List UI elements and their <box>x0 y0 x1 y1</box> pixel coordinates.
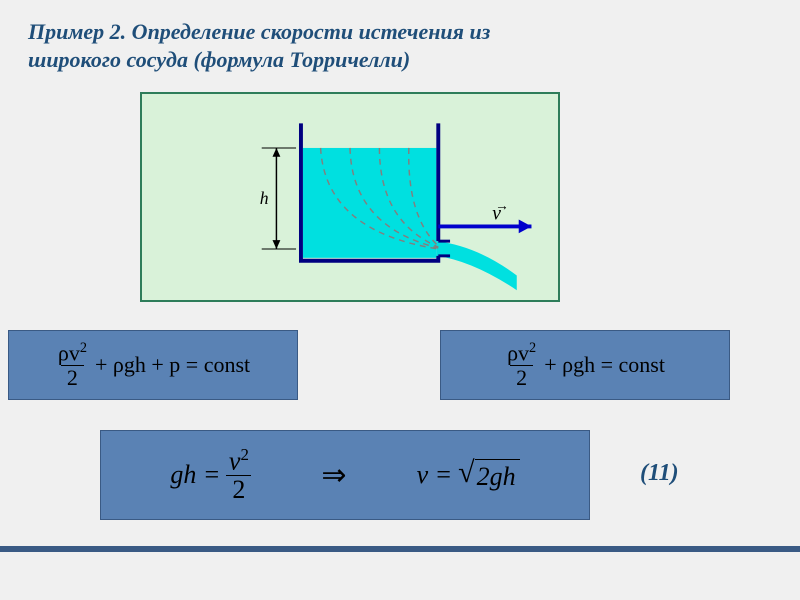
f3-num: v <box>229 447 241 476</box>
f2-rest: + ρgh = const <box>544 352 665 378</box>
f2-sup: 2 <box>529 340 536 356</box>
h-label: h <box>260 188 269 208</box>
f2-frac: ρv2 2 <box>505 341 538 389</box>
f3-sup: 2 <box>240 445 248 464</box>
sqrt-icon: √ 2gh <box>458 459 519 492</box>
implies-icon: ⇒ <box>321 458 346 493</box>
v-arrow-head <box>519 220 532 234</box>
f3-den: 2 <box>226 475 251 503</box>
f3-sqrt-body: 2gh <box>475 459 520 492</box>
vessel-diagram: h → v <box>140 92 560 302</box>
equation-number: (11) <box>640 460 679 487</box>
f2-den: 2 <box>510 365 533 389</box>
f3-lhs: gh = <box>170 460 220 490</box>
jet <box>436 241 516 290</box>
f1-sup: 2 <box>80 340 87 356</box>
f1-den: 2 <box>61 365 84 389</box>
formula-bernoulli-nop: ρv2 2 + ρgh = const <box>440 330 730 400</box>
slide: Пример 2. Определение скорости истечения… <box>0 0 800 600</box>
f3-rhs-left: v = <box>417 460 453 490</box>
f3-frac: v2 2 <box>226 446 251 503</box>
title-line-1: Пример 2. Определение скорости истечения… <box>28 18 772 46</box>
bottom-accent-bar <box>0 546 800 552</box>
title-line-2: широкого сосуда (формула Торричелли) <box>28 46 772 74</box>
h-arrow-down <box>273 240 281 249</box>
f1-frac: ρv2 2 <box>56 341 89 389</box>
f1-rest: + ρgh + p = const <box>95 352 250 378</box>
v-label: v <box>492 204 501 225</box>
formula-torricelli: gh = v2 2 ⇒ v = √ 2gh <box>100 430 590 520</box>
f1-num: ρv <box>58 341 80 366</box>
h-arrow-up <box>273 148 281 157</box>
formula-bernoulli-full: ρv2 2 + ρgh + p = const <box>8 330 298 400</box>
diagram-svg: h → v <box>142 94 558 300</box>
f2-num: ρv <box>507 341 529 366</box>
title: Пример 2. Определение скорости истечения… <box>0 0 800 83</box>
